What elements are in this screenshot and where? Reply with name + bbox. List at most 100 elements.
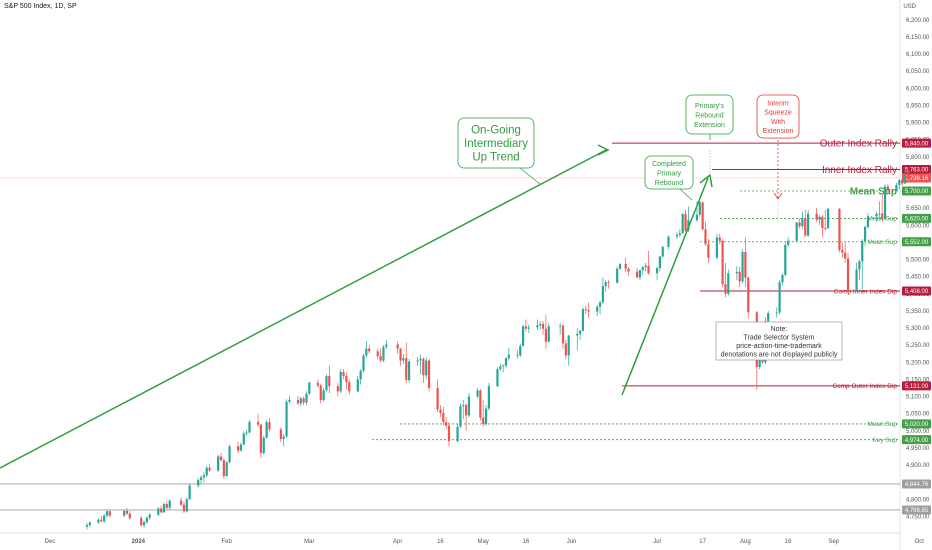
level-price-label: 5,763.00: [905, 168, 929, 174]
candle-body: [365, 348, 368, 356]
candle-body: [142, 522, 146, 526]
currency-label: USD: [903, 4, 916, 10]
level-price-badge: [902, 237, 931, 247]
candle-body: [883, 186, 887, 220]
candle-body: [584, 309, 587, 311]
reference-price-badge: [902, 479, 931, 489]
y-tick-label: 5,000.00: [906, 429, 930, 435]
candle-body: [225, 462, 228, 476]
candle-body: [268, 422, 271, 430]
candle-body: [655, 268, 659, 274]
candle-body: [425, 360, 428, 376]
level-label: Mean Sup: [850, 187, 897, 198]
candle-body: [815, 213, 818, 220]
candle-body: [701, 202, 704, 230]
candle-body: [345, 375, 348, 383]
candle-body: [105, 511, 109, 516]
candle-body: [248, 421, 251, 433]
candle-body: [336, 386, 339, 392]
x-tick-label: Apr: [393, 539, 402, 545]
candle-body: [516, 354, 519, 356]
candle-body: [778, 282, 781, 313]
candle-body: [496, 369, 499, 387]
x-tick-label: Jun: [567, 539, 577, 545]
candle-body: [559, 325, 562, 327]
candle-body: [581, 309, 585, 331]
candle-body: [479, 390, 482, 418]
candle-body: [741, 251, 744, 282]
x-tick-label: Mar: [304, 539, 314, 545]
candle-body: [678, 233, 681, 235]
y-tick-label: 5,350.00: [906, 309, 930, 315]
callout-text: Completed Primary Rebound: [652, 161, 686, 187]
x-tick-label: Feb: [222, 539, 233, 545]
candle-body: [795, 222, 798, 241]
candle-body: [467, 396, 471, 416]
callout-box: [685, 94, 734, 135]
candle-body: [265, 422, 268, 438]
candle-body: [598, 302, 602, 307]
level-price-label: 5,020.00: [905, 422, 929, 428]
y-tick-label: 6,050.00: [906, 69, 930, 75]
candle-body: [422, 358, 425, 376]
candle-body: [507, 354, 510, 359]
level-label: Key Sup: [872, 437, 897, 444]
candle-body: [108, 511, 111, 516]
candle-body: [316, 382, 319, 386]
y-tick-label: 5,200.00: [906, 360, 930, 366]
reference-price-label: 4,844.76: [905, 482, 929, 488]
y-tick-label: 4,900.00: [906, 463, 930, 469]
candle-body: [445, 422, 448, 426]
reference-price-badge: [902, 505, 931, 515]
candle-body: [160, 508, 163, 513]
x-tick-label: Dec: [45, 539, 56, 545]
callout-text: Primary's Rebound Extension: [694, 103, 725, 129]
level-price-badge: [902, 381, 931, 391]
candle-body: [747, 277, 750, 313]
candle-body: [618, 263, 622, 269]
candle-body: [738, 271, 741, 282]
candle-body: [522, 326, 525, 346]
candle-body: [744, 251, 747, 278]
candle-body: [661, 246, 664, 257]
x-tick-label: Jul: [653, 539, 661, 545]
candle-body: [442, 412, 445, 423]
candle-body: [798, 222, 801, 227]
candle-body: [199, 477, 203, 481]
y-tick-label: 5,100.00: [906, 395, 930, 401]
candle-body: [217, 456, 220, 471]
level-label: Comp Inner Index Dip: [834, 288, 898, 295]
candle-body: [567, 335, 570, 356]
candle-body: [861, 241, 864, 262]
callout-text: Interim Squeeze With Extension: [763, 100, 794, 135]
candle-body: [767, 312, 770, 322]
x-tick-label: 16: [437, 539, 444, 545]
candle-body: [818, 216, 821, 220]
candle-body: [647, 265, 650, 274]
candle-body: [180, 500, 183, 505]
candle-body: [427, 360, 431, 388]
candle-body: [644, 265, 647, 268]
candle-body: [103, 515, 106, 522]
candle-body: [123, 510, 126, 516]
x-tick-label: Oct: [915, 539, 925, 545]
level-price-badge: [902, 419, 931, 429]
candle-body: [638, 270, 642, 278]
candle-body: [624, 263, 627, 269]
candle-body: [348, 382, 351, 392]
y-tick-label: 4,750.00: [906, 514, 930, 520]
candle-body: [826, 208, 830, 229]
candle-body: [519, 345, 522, 356]
candle-body: [259, 424, 262, 454]
level-price-badge: [902, 186, 931, 196]
candle-body: [85, 524, 89, 527]
candle-body: [715, 237, 718, 258]
candle-body: [601, 286, 604, 303]
candle-body: [476, 390, 479, 397]
candle-body: [319, 385, 322, 400]
y-tick-label: 5,500.00: [906, 258, 930, 264]
candle-body: [242, 433, 245, 445]
y-tick-label: 5,900.00: [906, 121, 930, 127]
candle-body: [339, 371, 342, 392]
candle-body: [165, 504, 168, 508]
